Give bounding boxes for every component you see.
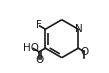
Text: O: O (36, 55, 44, 65)
Text: O: O (80, 47, 88, 57)
Text: HO: HO (23, 43, 39, 53)
Text: N: N (75, 24, 83, 34)
Text: F: F (36, 20, 42, 30)
